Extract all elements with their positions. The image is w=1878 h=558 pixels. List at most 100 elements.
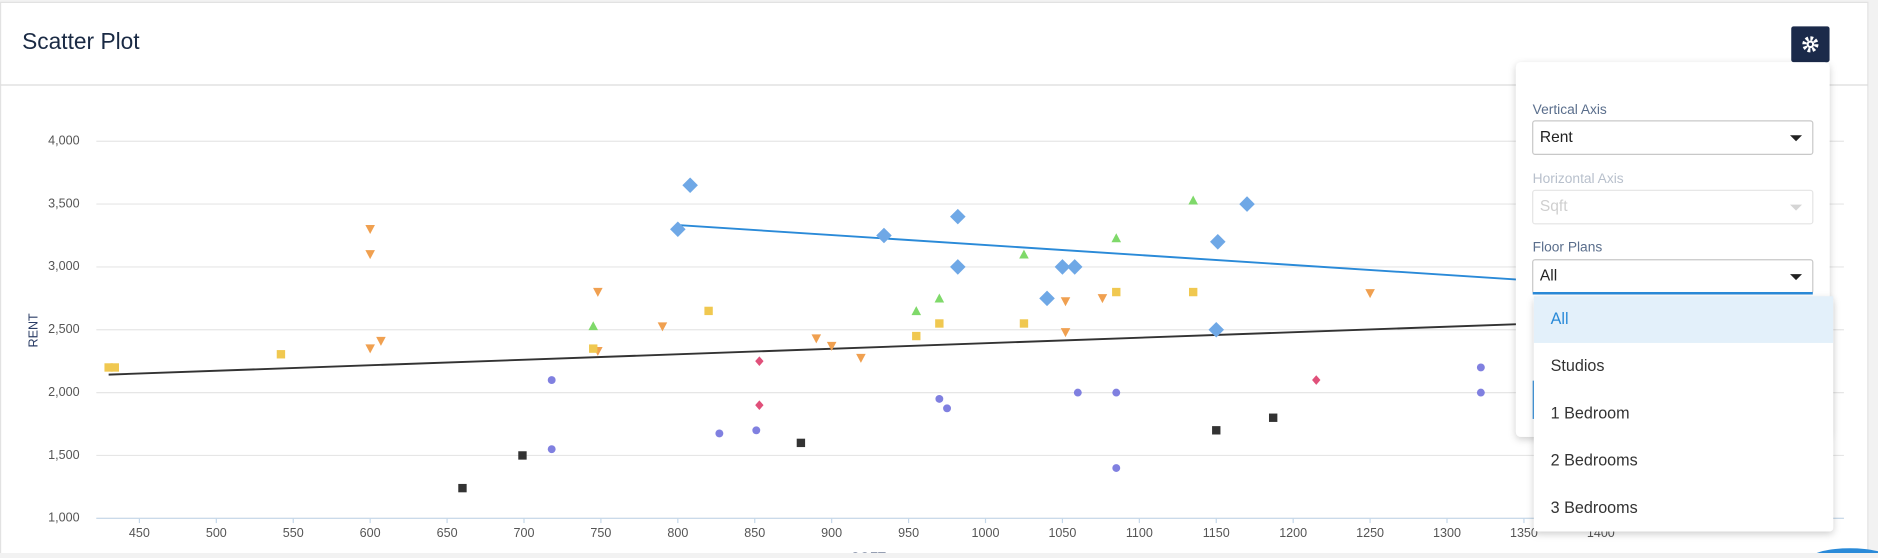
x-tick-label: 600	[360, 526, 381, 540]
scatter-point	[811, 334, 822, 344]
scatter-point	[547, 445, 556, 454]
scatter-point	[458, 483, 467, 493]
x-tick-label: 1300	[1433, 526, 1461, 540]
trend-line	[108, 322, 1544, 376]
scatter-point	[1268, 413, 1278, 422]
x-tick-label: 1200	[1279, 526, 1307, 540]
scatter-point	[911, 306, 922, 316]
scatter-point	[1476, 388, 1485, 397]
caret[interactable]	[1790, 135, 1803, 142]
scatter-point	[796, 438, 806, 448]
y-axis-label: RENT	[26, 313, 40, 347]
scatter-point	[547, 376, 556, 384]
x-tick-label: 750	[590, 526, 611, 540]
scatter-point	[704, 306, 713, 316]
scatter-point	[1188, 195, 1198, 205]
x-tick-label: 1150	[1203, 526, 1230, 540]
option-highlight[interactable]	[1533, 296, 1834, 343]
scatter-point	[856, 353, 866, 363]
caret	[1790, 204, 1803, 211]
scatter-point	[943, 404, 951, 413]
x-tick-label: 550	[283, 526, 304, 540]
settings-panel: Vertical Axis Rent Horizontal Axis Sqft …	[1515, 62, 1834, 532]
scatter-point	[593, 287, 603, 297]
y-tick-label: 3,500	[48, 196, 79, 210]
scatter-point	[1188, 287, 1198, 297]
scatter-point	[950, 208, 966, 225]
horizontal-axis-select	[1532, 189, 1814, 225]
scatter-point	[670, 221, 686, 237]
dropdown-option[interactable]: Studios	[1551, 357, 1605, 375]
gear-icon[interactable]	[1802, 36, 1819, 53]
scatter-point	[1019, 249, 1029, 259]
dropdown-option[interactable]: 3 Bedrooms	[1551, 499, 1638, 517]
scatter-point	[912, 331, 921, 341]
scatter-point	[376, 336, 386, 346]
scatter-point	[589, 344, 598, 353]
dropdown-option[interactable]: All	[1551, 310, 1569, 328]
scatter-point	[1060, 297, 1071, 307]
trend-line	[677, 224, 1544, 283]
scatter-point	[1112, 388, 1121, 397]
select-value[interactable]: All	[1540, 268, 1557, 285]
x-tick-label: 450	[129, 526, 150, 540]
menu-bg	[1533, 296, 1834, 532]
x-tick-label: 1350	[1510, 526, 1538, 540]
scatter-point	[518, 451, 527, 460]
scatter-point	[657, 322, 668, 332]
field-label: Floor Plans	[1533, 239, 1603, 254]
dropdown-option[interactable]: 2 Bedrooms	[1551, 452, 1638, 470]
y-tick-label: 4,000	[48, 134, 79, 148]
scatter-point	[1112, 287, 1121, 297]
scatter-point	[1210, 234, 1226, 250]
scatter-point	[365, 344, 375, 354]
y-tick-label: 2,000	[48, 385, 79, 399]
vertical-axis-select[interactable]	[1532, 120, 1814, 156]
x-tick-label: 650	[437, 526, 458, 540]
scatter-point	[1365, 289, 1375, 299]
scatter-point	[935, 394, 944, 403]
scatter-point	[1060, 328, 1071, 338]
y-tick-label: 1,500	[48, 448, 79, 462]
y-tick-label: 3,000	[48, 259, 79, 273]
select-value[interactable]: Rent	[1540, 129, 1574, 146]
x-tick-label: 1050	[1048, 526, 1076, 540]
scatter-point	[1476, 363, 1485, 372]
x-tick-label: 850	[744, 526, 765, 540]
scatter-point	[365, 250, 375, 260]
scatter-point	[1097, 294, 1108, 304]
scatter-point	[588, 321, 599, 331]
x-tick-label: 1000	[972, 526, 1000, 540]
scatter-point	[934, 293, 945, 303]
card-title: Scatter Plot	[22, 28, 140, 54]
scatter-point	[110, 363, 119, 372]
gear-hole[interactable]	[1808, 42, 1813, 46]
x-tick-label: 500	[206, 526, 227, 540]
settings-button[interactable]	[1791, 26, 1830, 63]
scatter-point	[1212, 426, 1221, 435]
x-axis-label: SQFT	[851, 549, 886, 553]
scatter-point	[826, 341, 837, 351]
y-tick-label: 1,000	[48, 511, 79, 525]
caret[interactable]	[1790, 274, 1803, 281]
scatter-point	[104, 363, 113, 372]
x-tick-label: 800	[667, 526, 688, 540]
scatter-point	[950, 259, 966, 275]
select-value: Sqft	[1540, 198, 1568, 215]
x-tick-label: 700	[514, 526, 535, 540]
floor-plans-select[interactable]	[1532, 259, 1814, 294]
scatter-point	[1073, 388, 1082, 397]
scatter-point	[1111, 233, 1122, 243]
field-label: Horizontal Axis	[1533, 171, 1624, 186]
scatter-point	[935, 319, 944, 328]
scatter-point	[276, 350, 286, 359]
scatter-point	[365, 225, 375, 235]
dropdown-option[interactable]: 1 Bedroom	[1551, 404, 1630, 422]
scatter-point	[715, 429, 724, 438]
scatter-point	[1054, 259, 1071, 275]
scatter-point	[1066, 259, 1083, 275]
x-tick-label: 1250	[1356, 526, 1384, 540]
dropdown-menu: All Studios 1 Bedroom 2 Bedrooms 3 Bedrooms	[1533, 296, 1834, 532]
